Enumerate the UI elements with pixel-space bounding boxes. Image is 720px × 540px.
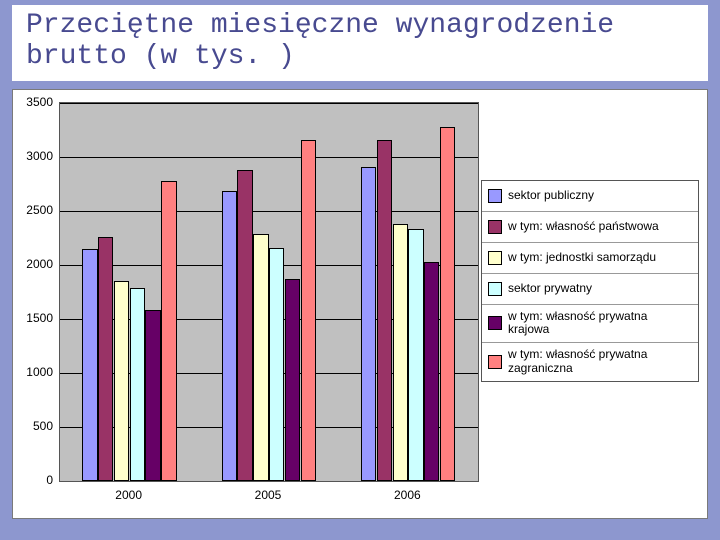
- bar: [145, 310, 160, 481]
- bar: [301, 140, 316, 480]
- y-tick-label: 2500: [26, 203, 53, 217]
- bar: [361, 167, 376, 480]
- bar: [114, 281, 129, 481]
- bar: [408, 229, 423, 481]
- slide-title: Przeciętne miesięczne wynagrodzenie brut…: [26, 11, 694, 73]
- bar: [130, 288, 145, 480]
- legend-label: w tym: własność prywatna krajowa: [508, 310, 692, 338]
- bar: [237, 170, 252, 481]
- legend-label: sektor publiczny: [508, 189, 692, 203]
- y-tick-label: 1500: [26, 311, 53, 325]
- x-tick-label: 2000: [115, 488, 142, 502]
- x-tick-label: 2006: [394, 488, 421, 502]
- bar: [377, 140, 392, 480]
- x-axis-labels: 2000 2005 2006: [59, 486, 479, 510]
- legend-swatch: [488, 316, 502, 330]
- legend-item: sektor prywatny: [482, 274, 698, 305]
- y-tick-label: 3500: [26, 95, 53, 109]
- bar: [253, 234, 268, 480]
- bar: [269, 248, 284, 480]
- legend-item: w tym: własność prywatna krajowa: [482, 305, 698, 344]
- legend-item: sektor publiczny: [482, 181, 698, 212]
- legend-swatch: [488, 251, 502, 265]
- bar: [393, 224, 408, 481]
- y-tick-label: 500: [33, 419, 53, 433]
- legend-item: w tym: jednostki samorządu: [482, 243, 698, 274]
- y-tick-label: 1000: [26, 365, 53, 379]
- legend-swatch: [488, 220, 502, 234]
- bar: [440, 127, 455, 480]
- plot-area: [59, 102, 479, 482]
- y-tick-label: 3000: [26, 149, 53, 163]
- y-axis-labels: 0500100015002000250030003500: [13, 102, 57, 482]
- legend-swatch: [488, 282, 502, 296]
- bar: [82, 249, 97, 480]
- slide: Przeciętne miesięczne wynagrodzenie brut…: [0, 5, 720, 540]
- legend-swatch: [488, 189, 502, 203]
- legend-label: sektor prywatny: [508, 282, 692, 296]
- y-tick-label: 2000: [26, 257, 53, 271]
- bar: [98, 237, 113, 481]
- chart-container: 0500100015002000250030003500 20002005200…: [12, 89, 708, 519]
- x-tick-label: 2005: [255, 488, 282, 502]
- legend-label: w tym: własność państwowa: [508, 220, 692, 234]
- y-tick-label: 0: [46, 473, 53, 487]
- legend-label: w tym: jednostki samorządu: [508, 251, 692, 265]
- legend: sektor publiczny w tym: własność państwow…: [481, 180, 699, 382]
- title-box: Przeciętne miesięczne wynagrodzenie brut…: [12, 5, 708, 81]
- legend-item: w tym: własność państwowa: [482, 212, 698, 243]
- bar: [424, 262, 439, 480]
- legend-swatch: [488, 355, 502, 369]
- bars-layer: [60, 103, 478, 481]
- legend-label: w tym: własność prywatna zagraniczna: [508, 348, 692, 376]
- bar: [222, 191, 237, 480]
- bar: [285, 279, 300, 481]
- legend-item: w tym: własność prywatna zagraniczna: [482, 343, 698, 381]
- bar: [161, 181, 176, 480]
